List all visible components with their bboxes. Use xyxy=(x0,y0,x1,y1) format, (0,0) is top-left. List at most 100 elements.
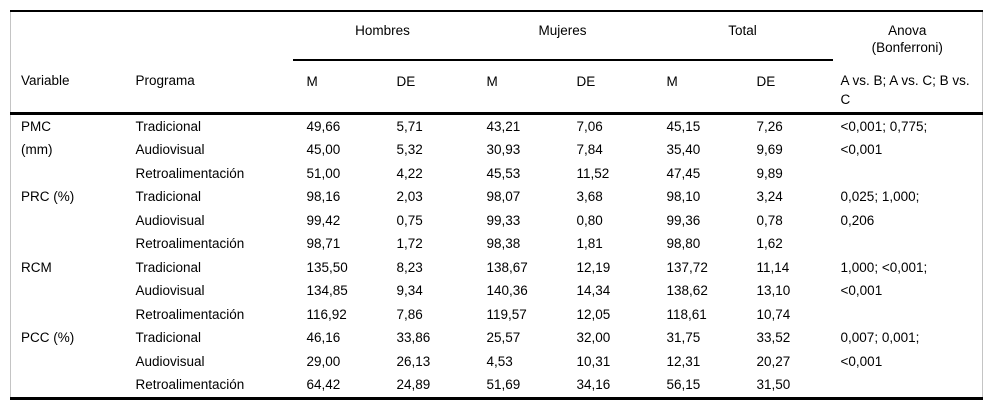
value-cell: 12,19 xyxy=(576,259,611,275)
table-row: Audiovisual 29,00 26,13 4,53 10,31 12,31… xyxy=(11,350,983,374)
col-header-variable: Variable xyxy=(10,60,136,115)
value-cell: 31,75 xyxy=(666,330,701,345)
col-header-de: DE xyxy=(742,60,833,115)
programa-cell: Retroalimentación xyxy=(135,165,245,181)
value-cell: 30,93 xyxy=(486,142,521,157)
anova-header-line: Anova xyxy=(888,23,927,38)
programa-cell: Audiovisual xyxy=(135,212,205,228)
value-cell: 2,03 xyxy=(396,189,423,204)
group-header-anova: Anova (Bonferroni) xyxy=(833,11,983,60)
anova-cell: 1,000; <0,001; <0,001 xyxy=(833,256,983,327)
value-cell: 0,78 xyxy=(756,212,783,228)
value-cell: 116,92 xyxy=(306,306,347,322)
value-cell: 26,13 xyxy=(396,353,431,369)
variable-cell: PCC (%) xyxy=(11,326,136,398)
table-row: PRC (%) Tradicional 98,16 2,03 98,07 3,6… xyxy=(11,185,983,228)
group-header-total: Total xyxy=(652,11,833,61)
value-cell: 7,26 xyxy=(756,118,783,134)
value-cell: 51,69 xyxy=(486,377,521,392)
value-cell: 9,34 xyxy=(396,283,423,298)
value-cell: 32,00 xyxy=(576,330,611,345)
anova-line: <0,001 xyxy=(840,142,883,157)
value-cell: 64,42 xyxy=(306,377,341,392)
value-cell: 8,23 xyxy=(396,259,423,275)
programa-cell: Audiovisual xyxy=(135,283,205,298)
value-cell: 10,31 xyxy=(576,353,611,369)
value-cell: 99,42 xyxy=(306,212,341,228)
value-cell: 7,86 xyxy=(396,306,423,322)
programa-cell: Tradicional xyxy=(135,330,202,345)
programa-cell: Audiovisual xyxy=(135,142,205,157)
value-cell: 4,22 xyxy=(396,165,423,181)
programa-cell: Retroalimentación xyxy=(135,377,245,392)
empty-header-cell xyxy=(136,11,293,60)
variable-cell: RCM xyxy=(11,256,136,327)
value-cell: 34,16 xyxy=(576,377,611,392)
value-cell: 98,80 xyxy=(666,236,701,251)
value-cell: 1,81 xyxy=(576,236,603,251)
table-row: Audiovisual 134,85 9,34 140,36 14,34 138… xyxy=(11,279,983,303)
stats-table: Hombres Mujeres Total Anova (Bonferroni)… xyxy=(10,10,984,400)
value-cell: 98,16 xyxy=(306,189,341,204)
value-cell: 138,67 xyxy=(486,259,528,275)
value-cell: 11,52 xyxy=(576,165,610,181)
value-cell: 98,38 xyxy=(486,236,521,251)
table-row: Retroalimentación 64,42 24,89 51,69 34,1… xyxy=(11,373,983,398)
value-cell: 24,89 xyxy=(396,377,431,392)
value-cell: 0,75 xyxy=(396,212,423,228)
value-cell: 56,15 xyxy=(666,377,701,392)
value-cell: 3,68 xyxy=(576,189,603,204)
group-header-mujeres: Mujeres xyxy=(472,11,653,61)
table-row: RCM Tradicional 135,50 8,23 138,67 12,19… xyxy=(11,256,983,299)
value-cell: 35,40 xyxy=(666,142,701,157)
anova-line: <0,001; 0,775; xyxy=(840,118,928,134)
value-cell: 47,45 xyxy=(666,165,701,181)
col-header-m: M xyxy=(472,60,563,115)
anova-line: <0,001 xyxy=(840,283,883,298)
group-header-hombres: Hombres xyxy=(292,11,473,61)
value-cell: 5,32 xyxy=(396,142,423,157)
value-cell: 10,74 xyxy=(756,306,791,322)
programa-cell: Audiovisual xyxy=(135,353,205,369)
col-header-de: DE xyxy=(562,60,653,115)
value-cell: 1,62 xyxy=(756,236,783,251)
value-cell: 5,71 xyxy=(396,118,423,134)
programa-cell: Tradicional xyxy=(135,259,202,275)
group-header-row: Hombres Mujeres Total Anova (Bonferroni) xyxy=(11,11,983,61)
value-cell: 0,80 xyxy=(576,212,603,228)
variable-line: PCC (%) xyxy=(21,330,75,345)
value-cell: 25,57 xyxy=(486,330,521,345)
value-cell: 51,00 xyxy=(306,165,341,181)
value-cell: 140,36 xyxy=(486,283,528,298)
value-cell: 99,36 xyxy=(666,212,701,228)
value-cell: 99,33 xyxy=(486,212,521,228)
table-row: Audiovisual 99,42 0,75 99,33 0,80 99,36 … xyxy=(11,209,983,233)
value-cell: 118,61 xyxy=(666,306,707,322)
programa-cell: Tradicional xyxy=(135,189,202,204)
value-cell: 3,24 xyxy=(756,189,783,204)
value-cell: 20,27 xyxy=(756,353,791,369)
col-header-programa: Programa xyxy=(135,60,293,115)
variable-line: (mm) xyxy=(21,142,53,157)
table-row: Retroalimentación 116,92 7,86 119,57 12,… xyxy=(11,303,983,327)
value-cell: 4,53 xyxy=(486,353,513,369)
programa-cell: Retroalimentación xyxy=(135,236,245,251)
table-row: Retroalimentación 98,71 1,72 98,38 1,81 … xyxy=(11,232,983,256)
value-cell: 98,07 xyxy=(486,189,521,204)
variable-line: RCM xyxy=(21,259,52,275)
value-cell: 45,15 xyxy=(666,118,701,134)
anova-line: 0,206 xyxy=(840,212,875,228)
value-cell: 7,84 xyxy=(576,142,603,157)
anova-cell: 0,025; 1,000; 0,206 xyxy=(833,185,983,256)
table-row: Audiovisual 45,00 5,32 30,93 7,84 35,40 … xyxy=(11,138,983,162)
anova-cell: 0,007; 0,001; <0,001 xyxy=(833,326,983,398)
value-cell: 45,00 xyxy=(306,142,341,157)
value-cell: 33,52 xyxy=(756,330,791,345)
programa-cell: Tradicional xyxy=(135,118,202,134)
anova-line: 1,000; <0,001; xyxy=(840,259,928,275)
value-cell: 49,66 xyxy=(306,118,341,134)
table-row: PMC (mm) Tradicional 49,66 5,71 43,21 7,… xyxy=(11,113,983,158)
value-cell: 138,62 xyxy=(666,283,708,298)
value-cell: 134,85 xyxy=(306,283,348,298)
